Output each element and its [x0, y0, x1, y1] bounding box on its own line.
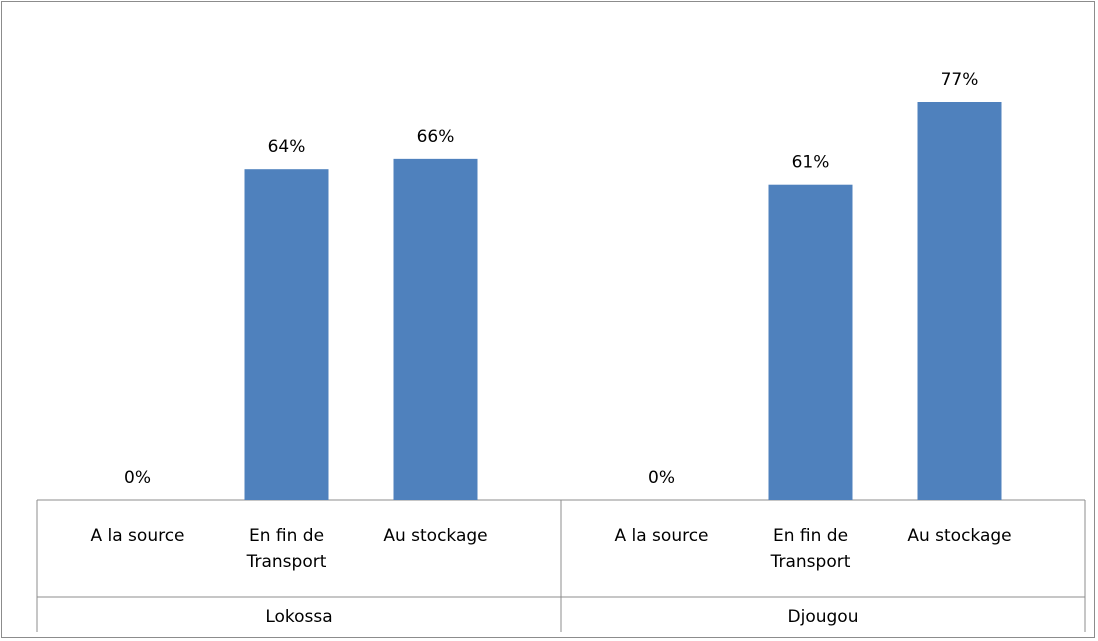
- bar: [244, 169, 329, 500]
- data-label: 64%: [268, 137, 306, 157]
- category-tick-label: En fin de: [249, 526, 324, 546]
- category-tick-label: Transport: [770, 552, 851, 572]
- data-label: 66%: [417, 127, 455, 147]
- category-tick-label: A la source: [614, 526, 708, 546]
- category-tick-label: Au stockage: [907, 526, 1011, 546]
- data-label: 0%: [124, 468, 151, 488]
- bar: [917, 102, 1002, 500]
- category-tick-label: Transport: [246, 552, 327, 572]
- bar: [768, 184, 853, 500]
- group-label: Lokossa: [265, 607, 332, 627]
- bar: [393, 158, 478, 500]
- data-label: 77%: [941, 70, 979, 90]
- data-label: 0%: [648, 468, 675, 488]
- group-label: Djougou: [788, 607, 859, 627]
- data-label: 61%: [792, 153, 830, 173]
- category-tick-label: En fin de: [773, 526, 848, 546]
- category-tick-label: Au stockage: [383, 526, 487, 546]
- category-tick-label: A la source: [90, 526, 184, 546]
